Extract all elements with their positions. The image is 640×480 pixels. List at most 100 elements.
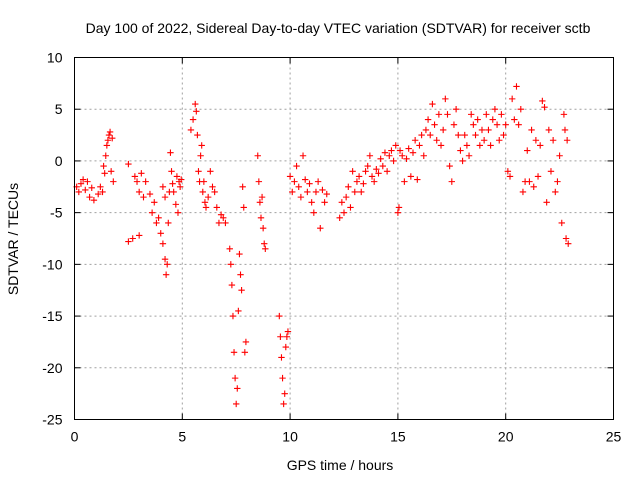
data-point — [491, 106, 499, 113]
data-point — [187, 126, 195, 134]
data-point — [427, 131, 434, 139]
data-point — [109, 134, 116, 142]
data-point — [565, 240, 572, 247]
data-point — [409, 149, 417, 156]
chart-title: Day 100 of 2022, Sidereal Day-to-day VTE… — [86, 20, 591, 36]
data-point — [195, 168, 202, 175]
data-point — [368, 173, 376, 180]
data-point — [172, 201, 180, 208]
data-point — [472, 131, 479, 139]
data-point — [125, 160, 132, 168]
data-point — [238, 287, 245, 294]
data-point — [254, 152, 261, 159]
data-point — [256, 199, 264, 206]
data-point — [373, 166, 380, 173]
data-point — [416, 142, 423, 149]
data-point — [148, 209, 156, 216]
data-point — [399, 152, 406, 159]
data-point — [360, 180, 367, 187]
data-point — [95, 190, 102, 198]
data-point — [543, 199, 550, 206]
data-point — [345, 183, 352, 190]
data-point — [362, 168, 369, 175]
data-point — [105, 131, 113, 139]
data-point — [338, 199, 346, 206]
data-point — [504, 168, 512, 175]
data-point — [215, 219, 223, 227]
data-point — [465, 152, 473, 159]
data-point — [304, 188, 311, 196]
data-point — [355, 173, 363, 180]
data-point — [429, 100, 436, 108]
data-point — [493, 121, 501, 128]
data-point — [517, 106, 524, 113]
data-point — [336, 214, 343, 222]
data-point — [340, 209, 348, 216]
data-point — [255, 178, 263, 185]
data-point — [437, 142, 445, 149]
data-point — [459, 157, 466, 165]
data-point — [347, 204, 354, 211]
data-point — [241, 349, 249, 356]
data-point — [169, 180, 176, 187]
data-point — [151, 199, 158, 206]
data-point — [178, 176, 185, 183]
data-point — [279, 374, 286, 382]
data-point — [414, 176, 421, 183]
data-point — [82, 186, 89, 194]
data-point — [174, 209, 182, 216]
data-point — [487, 142, 494, 149]
data-point — [161, 255, 169, 263]
data-point — [515, 121, 522, 128]
data-point — [170, 188, 177, 196]
data-point — [237, 271, 244, 278]
data-point — [403, 155, 410, 163]
data-point — [201, 199, 209, 206]
data-point — [439, 126, 447, 134]
data-point — [534, 173, 542, 180]
plot-frame — [74, 57, 614, 420]
data-point — [159, 240, 167, 247]
data-point — [536, 142, 544, 149]
data-point — [353, 178, 361, 185]
data-point — [240, 204, 247, 211]
data-point — [242, 338, 250, 346]
data-point — [228, 281, 236, 289]
data-point — [511, 116, 518, 123]
data-point — [97, 183, 104, 190]
data-point — [207, 168, 214, 175]
data-point — [231, 374, 239, 382]
data-point — [383, 168, 391, 175]
data-point — [452, 106, 460, 113]
data-point — [444, 111, 451, 118]
data-point — [282, 343, 289, 351]
data-point — [233, 400, 240, 408]
x-axis-label: GPS time / hours — [287, 457, 394, 473]
x-tick-label: 0 — [71, 429, 79, 445]
data-point — [377, 155, 384, 163]
data-point — [295, 183, 302, 190]
data-point — [99, 188, 106, 196]
data-point — [222, 219, 229, 227]
data-point — [194, 131, 201, 139]
data-point — [342, 193, 350, 201]
data-point — [561, 126, 569, 134]
data-point — [226, 245, 233, 253]
x-tick-label: 5 — [178, 429, 186, 445]
data-point — [390, 157, 397, 165]
data-point — [563, 137, 571, 144]
data-point — [310, 209, 318, 216]
data-point — [446, 162, 453, 170]
data-point — [394, 209, 402, 216]
data-point — [500, 131, 507, 139]
data-point — [411, 137, 419, 144]
data-point — [308, 199, 315, 206]
y-tick-label: -25 — [42, 412, 62, 428]
y-tick-label: 0 — [55, 153, 63, 169]
data-point — [541, 103, 548, 111]
data-point — [104, 137, 112, 144]
data-point — [388, 147, 395, 154]
data-point — [401, 178, 408, 185]
data-point — [293, 162, 300, 170]
data-point — [155, 214, 162, 222]
